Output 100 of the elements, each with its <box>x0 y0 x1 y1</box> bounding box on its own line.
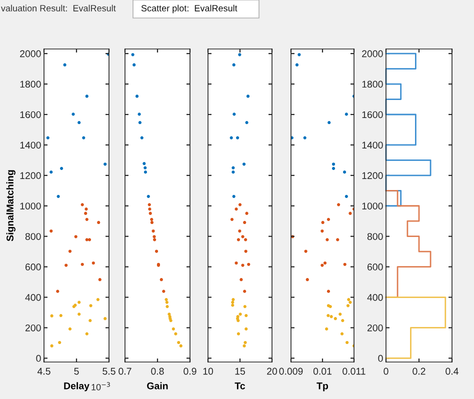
point <box>244 314 248 318</box>
x-axis-title: Gain <box>147 382 168 390</box>
point <box>165 300 168 304</box>
y-tick-label: 600 <box>25 264 41 270</box>
point <box>56 290 60 293</box>
point <box>232 298 235 302</box>
point <box>340 332 344 336</box>
point <box>346 304 350 308</box>
point <box>85 94 88 98</box>
point <box>153 238 156 242</box>
y-tick-label: 0 <box>378 354 383 362</box>
point <box>326 314 330 318</box>
y-tick-label: 200 <box>367 324 383 332</box>
point <box>321 220 324 224</box>
point <box>144 170 148 174</box>
point <box>56 194 60 198</box>
point <box>236 136 240 140</box>
point <box>243 220 246 224</box>
point <box>89 304 92 308</box>
point <box>243 290 246 293</box>
point <box>74 235 78 238</box>
point <box>84 208 88 211</box>
point <box>238 312 242 316</box>
x-tick-label: 5.5 <box>102 368 116 375</box>
x-tick-label: 0.9 <box>184 368 196 375</box>
point <box>168 312 171 316</box>
point <box>306 278 309 282</box>
point <box>72 112 75 116</box>
point <box>78 300 81 304</box>
point <box>231 300 234 304</box>
point <box>341 319 344 322</box>
y-tick-label: 1400 <box>20 142 41 149</box>
point <box>85 332 88 336</box>
y-tick-label: 1200 <box>362 172 383 180</box>
point <box>131 53 134 56</box>
point <box>138 112 141 116</box>
point <box>232 166 235 170</box>
y-tick-label: 1200 <box>20 172 41 180</box>
point <box>50 170 53 174</box>
point <box>78 121 81 124</box>
point <box>245 121 248 124</box>
point <box>144 166 147 170</box>
x-tick-label: 4.5 <box>37 368 50 375</box>
y-axis-title: SignalMatching <box>6 170 16 242</box>
point <box>336 238 340 242</box>
x-tick-label: 0.2 <box>412 368 426 375</box>
point <box>97 220 100 224</box>
point <box>68 250 72 253</box>
point <box>244 250 248 253</box>
point <box>50 314 54 318</box>
point <box>50 229 53 233</box>
point <box>174 332 178 336</box>
point <box>303 136 306 140</box>
point <box>231 304 234 307</box>
point <box>244 327 248 330</box>
y-tick-label: 1000 <box>362 202 383 210</box>
point <box>50 344 54 348</box>
x-tick-label: 0.011 <box>342 368 366 375</box>
point <box>232 63 236 66</box>
point <box>148 203 151 206</box>
point <box>238 203 242 206</box>
point <box>88 238 92 242</box>
point <box>323 261 327 265</box>
y-tick-label: 1800 <box>362 80 383 88</box>
y-tick-label: 400 <box>25 294 41 301</box>
point <box>236 238 240 242</box>
point <box>346 340 349 344</box>
y-tick-label: 800 <box>25 233 41 240</box>
point <box>63 63 66 66</box>
point <box>172 327 175 330</box>
x-tick-label: 10 <box>203 368 214 375</box>
x-axis-title: Tp <box>316 382 328 392</box>
point <box>230 136 233 140</box>
point <box>59 314 62 318</box>
point <box>320 229 324 233</box>
point <box>332 162 336 166</box>
point <box>320 264 324 267</box>
x-tick-label: 0.8 <box>151 368 164 375</box>
point <box>342 170 346 174</box>
point <box>230 218 234 221</box>
point <box>347 298 350 302</box>
point <box>98 278 102 282</box>
text: Scatter plot: EvalResult <box>141 4 238 14</box>
point <box>92 261 95 265</box>
point <box>78 312 81 316</box>
y-tick-label: 1600 <box>20 111 41 118</box>
point <box>135 94 139 98</box>
point <box>338 312 342 316</box>
point <box>298 53 301 56</box>
y-tick-label: 2000 <box>20 50 41 58</box>
point <box>164 298 168 302</box>
point <box>104 317 107 320</box>
point <box>295 63 299 66</box>
point <box>332 166 336 170</box>
point <box>326 218 330 221</box>
point <box>80 203 84 206</box>
point <box>344 194 348 198</box>
point <box>337 203 340 206</box>
line-series <box>385 52 432 207</box>
x-tick-label: 0.7 <box>118 368 132 375</box>
